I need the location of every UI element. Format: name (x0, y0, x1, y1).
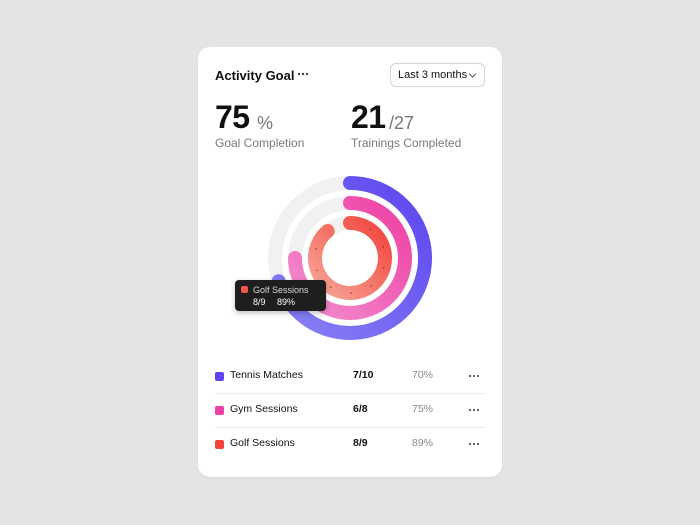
divider (215, 427, 486, 428)
session-marker (329, 286, 332, 289)
series-arc-tennis-matches[interactable] (271, 176, 432, 340)
trainings-total: /27 (389, 113, 415, 133)
activity-goal-card: Activity Goal Last 3 months 75 % Goal Co… (198, 47, 502, 477)
series-swatch (215, 406, 224, 415)
session-marker (382, 267, 385, 270)
session-marker (315, 248, 318, 251)
series-count: 8/9 (353, 437, 368, 449)
radial-activity-chart (268, 176, 432, 340)
series-label: Gym Sessions (230, 403, 298, 415)
trainings-value: 21 (351, 99, 386, 135)
session-marker (316, 269, 319, 272)
session-marker (369, 228, 372, 231)
more-horizontal-icon[interactable] (467, 369, 481, 383)
list-item[interactable]: Gym Sessions 6/8 75% (215, 394, 486, 427)
tooltip-percent: 89% (277, 297, 296, 307)
tooltip-swatch (241, 286, 248, 293)
period-dropdown-value: Last 3 months (398, 69, 468, 81)
chevron-down-icon (468, 73, 477, 78)
period-dropdown[interactable]: Last 3 months (390, 63, 485, 87)
goal-completion-value: 75 (215, 99, 250, 135)
series-percent: 75% (412, 403, 434, 415)
series-percent: 70% (412, 369, 434, 381)
card-title: Activity Goal (215, 68, 295, 83)
series-label: Tennis Matches (230, 369, 303, 381)
series-swatch (215, 372, 224, 381)
session-marker (370, 284, 373, 287)
divider (215, 393, 486, 394)
more-horizontal-icon[interactable] (467, 437, 481, 451)
list-item[interactable]: Tennis Matches 7/10 70% (215, 360, 486, 393)
session-marker (382, 245, 385, 248)
list-item[interactable]: Golf Sessions 8/9 89% (215, 428, 486, 461)
trainings-label: Trainings Completed (351, 136, 462, 150)
series-count: 6/8 (353, 403, 368, 415)
series-swatch (215, 440, 224, 449)
series-arc-golf-sessions[interactable] (308, 216, 392, 300)
series-count: 7/10 (353, 369, 374, 381)
goal-completion-unit: % (257, 113, 274, 133)
chart-tooltip: Golf Sessions 8/9 89% (235, 280, 326, 311)
more-horizontal-icon[interactable] (467, 403, 481, 417)
session-marker (350, 291, 353, 294)
series-percent: 89% (412, 437, 434, 449)
tooltip-series-name: Golf Sessions (253, 285, 309, 295)
tooltip-count: 8/9 (253, 297, 266, 307)
more-horizontal-icon[interactable] (296, 66, 310, 82)
goal-completion-label: Goal Completion (215, 136, 305, 150)
series-label: Golf Sessions (230, 437, 295, 449)
